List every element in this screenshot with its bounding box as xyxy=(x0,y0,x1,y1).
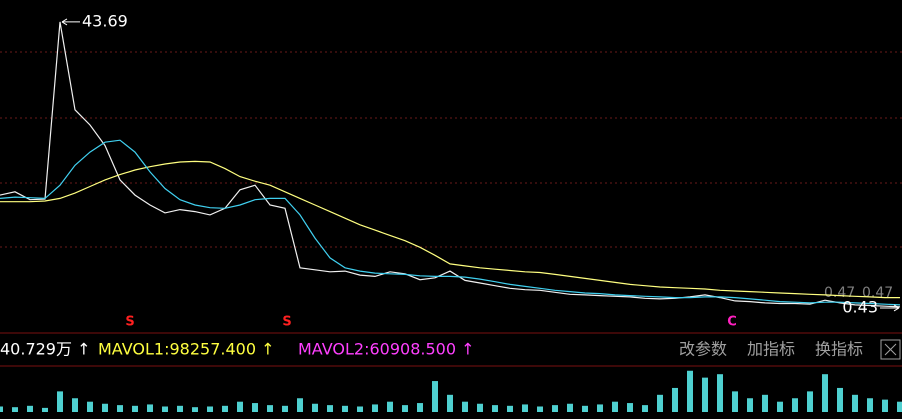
volume-bar xyxy=(882,399,888,412)
volume-bar xyxy=(747,398,753,412)
volume-bar xyxy=(27,405,33,412)
toolbar-button[interactable]: 换指标 xyxy=(815,340,863,359)
indicator: MAVOL1:98257.400 ↑ xyxy=(98,340,274,359)
volume-bar xyxy=(762,394,768,412)
volume-bar xyxy=(147,404,153,412)
toolbar-button[interactable]: 加指标 xyxy=(747,340,795,359)
volume-bar xyxy=(477,403,483,412)
volume-bar xyxy=(372,404,378,412)
volume-bar xyxy=(627,403,633,412)
volume-bar xyxy=(552,405,558,412)
arrow xyxy=(61,18,68,26)
volume-bar xyxy=(867,398,873,412)
volume-bar xyxy=(192,407,198,412)
volume-bar xyxy=(102,403,108,412)
volume-bar xyxy=(432,381,438,412)
toolbar-button[interactable]: 改参数 xyxy=(679,340,727,359)
volume-bar xyxy=(132,405,138,412)
volume-bar xyxy=(57,391,63,412)
volume-bar xyxy=(567,403,573,412)
volume-bar xyxy=(252,403,258,412)
low-label: 0.43 xyxy=(842,297,878,316)
volume-bar xyxy=(492,405,498,412)
volume-bar xyxy=(822,374,828,412)
volume-bar xyxy=(507,405,513,412)
volume-bar xyxy=(612,401,618,412)
volume-bar xyxy=(42,407,48,412)
signal: C xyxy=(727,315,737,330)
volume-bar xyxy=(222,405,228,412)
volume-bar xyxy=(117,405,123,412)
volume-bar xyxy=(0,406,3,412)
volume-bar xyxy=(582,405,588,412)
volume-bar xyxy=(267,405,273,412)
volume-bar xyxy=(522,404,528,412)
volume-bar xyxy=(297,398,303,412)
volume-bar xyxy=(12,407,18,412)
volume-bar xyxy=(72,398,78,412)
volume-bar xyxy=(402,405,408,412)
volume-bar xyxy=(792,398,798,412)
volume-bar xyxy=(672,387,678,412)
signal: S xyxy=(282,315,291,330)
volume-bar xyxy=(852,394,858,412)
volume-bar xyxy=(87,401,93,412)
volume-bar xyxy=(597,404,603,412)
volume-bar xyxy=(537,406,543,412)
volume-bar xyxy=(342,405,348,412)
volume-bar xyxy=(282,405,288,412)
signal: S xyxy=(125,315,134,330)
volume-bar xyxy=(657,394,663,412)
volume-bar xyxy=(177,405,183,412)
volume-bar xyxy=(387,401,393,412)
volume-bar xyxy=(807,391,813,412)
volume-bar xyxy=(732,391,738,412)
indicator: MAVOL2:60908.500 ↑ xyxy=(298,340,474,359)
volume-bar xyxy=(462,401,468,412)
high-label: 43.69 xyxy=(82,11,128,30)
volume-bar xyxy=(162,406,168,412)
volume-bar xyxy=(717,374,723,412)
volume-bar xyxy=(837,387,843,412)
price-line xyxy=(0,160,900,299)
arrow xyxy=(893,304,900,312)
volume-bar xyxy=(642,405,648,412)
volume-bar xyxy=(327,405,333,412)
indicator: 40.729万 ↑ xyxy=(0,340,90,359)
volume-bar xyxy=(357,406,363,412)
volume-bar xyxy=(447,394,453,412)
side-label: 0.47 xyxy=(824,285,855,301)
volume-bar xyxy=(237,401,243,412)
close-button[interactable] xyxy=(880,339,901,360)
volume-bar xyxy=(777,401,783,412)
volume-bar xyxy=(207,406,213,412)
volume-bar xyxy=(702,377,708,412)
volume-bar xyxy=(417,403,423,412)
price-line xyxy=(0,21,901,308)
volume-bar xyxy=(687,370,693,412)
volume-bar xyxy=(897,401,902,412)
volume-bar xyxy=(312,403,318,412)
price-line xyxy=(0,139,901,306)
